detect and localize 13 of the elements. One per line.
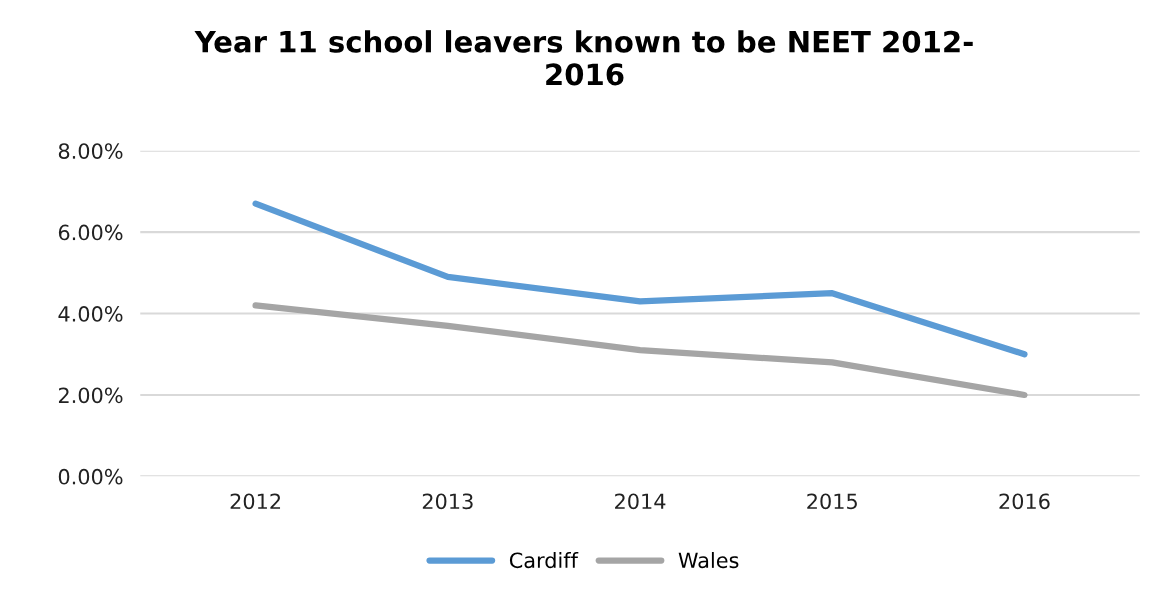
legend-label: Wales <box>678 552 739 569</box>
y-tick-label: 4.00% <box>58 306 123 322</box>
x-tick-label: 2016 <box>999 493 1050 510</box>
x-tick-label: 2015 <box>807 493 857 510</box>
x-tick-label: 2014 <box>615 493 666 510</box>
y-tick-label: 2.00% <box>58 387 123 404</box>
y-tick-label: 6.00% <box>58 224 123 241</box>
y-tick-label: 0.00% <box>58 468 123 485</box>
chart-title: Year 11 school leavers known to be NEET 2012- 2016 <box>194 30 973 86</box>
x-tick-label: 2013 <box>422 493 473 510</box>
x-tick-label: 2012 <box>230 493 281 510</box>
y-tick-label: 8.00% <box>58 143 123 159</box>
legend-label: Cardiff <box>509 552 579 569</box>
